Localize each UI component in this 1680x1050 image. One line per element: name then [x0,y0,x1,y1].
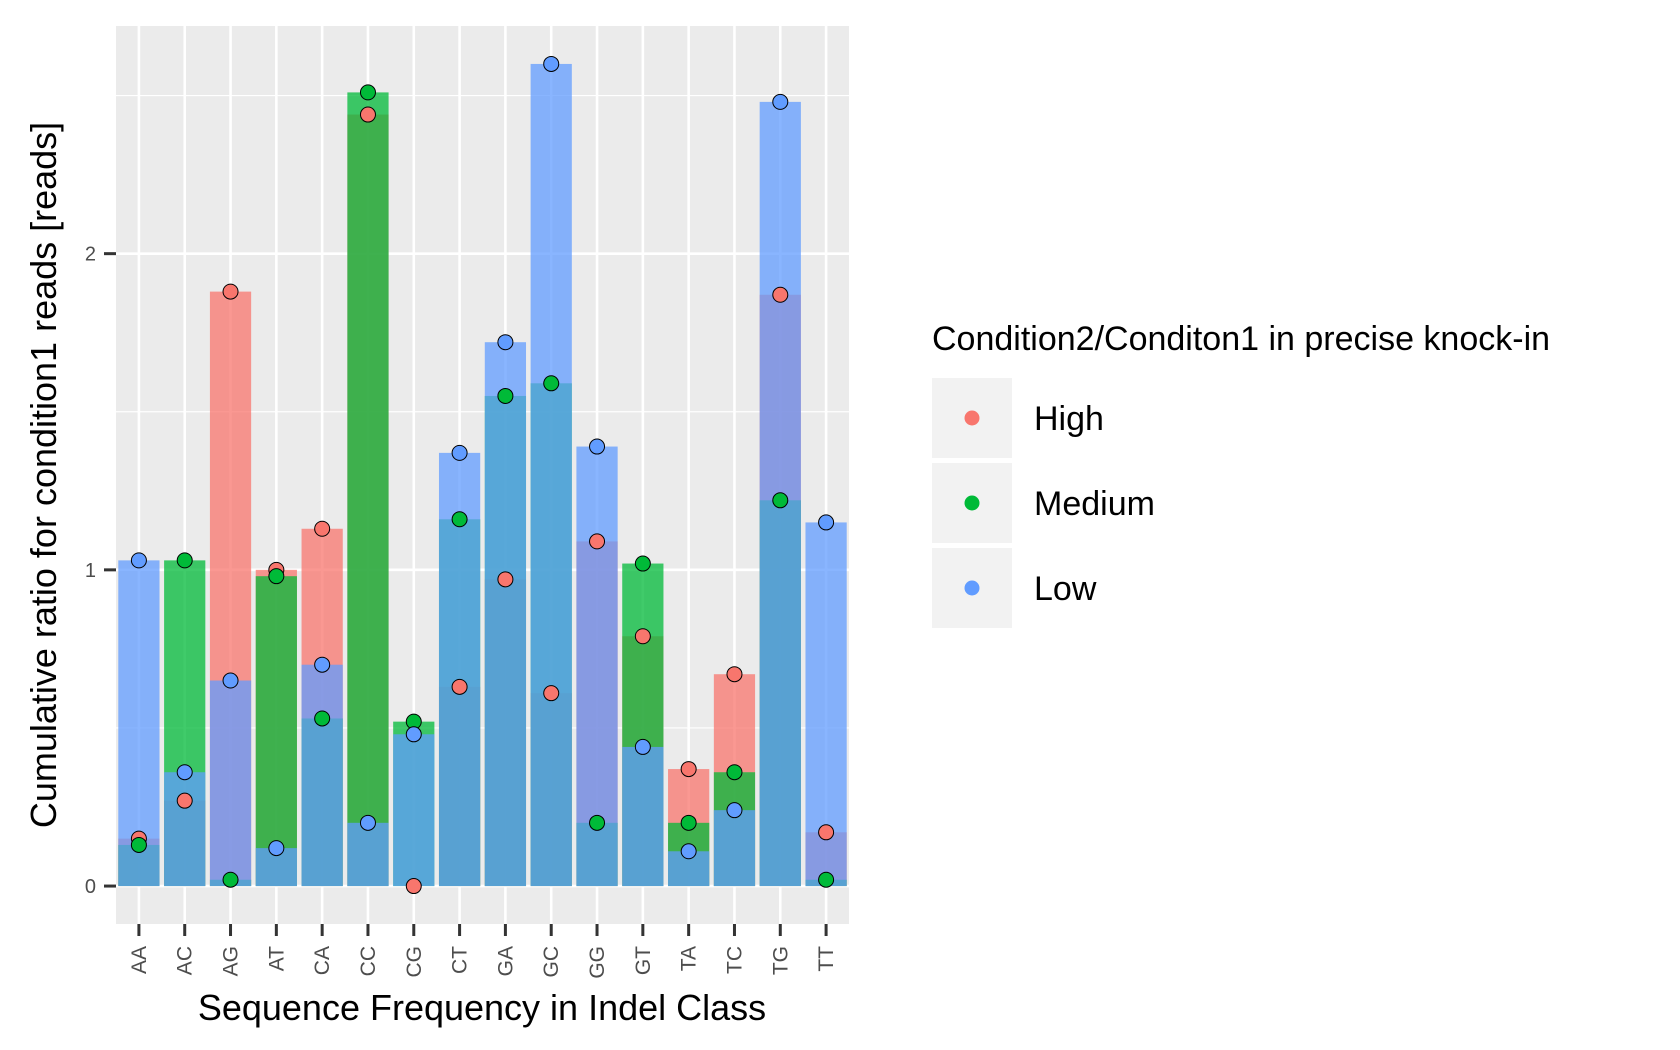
point-low [589,438,606,455]
point-medium [543,375,560,392]
bar-low [713,810,756,887]
point-medium [589,814,606,831]
point-high [222,283,239,300]
legend-keys: High Medium Low [932,378,1155,628]
point-medium [130,836,147,853]
point-high [680,761,697,778]
point-low [314,656,331,673]
bar-low [393,734,435,887]
legend: Condition2/Conditon1 in precise knock-in… [932,320,1550,628]
y-axis: 0 1 2 [85,244,116,898]
legend-dot-high [964,410,980,426]
x-tick-label: TC [723,946,746,974]
x-tick-label: CA [311,946,334,975]
point-high [176,792,193,809]
point-medium [772,492,789,509]
bar-low [209,680,252,887]
point-low [359,814,376,831]
bar-low [576,446,618,887]
x-tick-label: GA [494,946,517,976]
x-tick-label: AT [265,946,288,971]
point-medium [726,764,743,781]
bar-medium [347,92,389,887]
point-medium [497,387,514,404]
point-medium [680,814,697,831]
point-low [726,802,743,819]
legend-label-high: High [1034,400,1104,438]
x-axis-title: Sequence Frequency in Indel Class [198,987,766,1028]
point-medium [222,871,239,888]
point-medium [359,84,376,101]
x-tick-label: CG [403,946,426,978]
point-low [818,514,835,531]
point-high [726,666,743,683]
x-tick-label: AG [220,946,243,976]
legend-title: Condition2/Conditon1 in precise knock-in [932,320,1550,358]
point-low [497,334,514,351]
point-high [497,571,514,588]
points [130,55,835,895]
x-axis: AA AC AG AT CA CC CG CT GA GC GG GT TA TC TG TT [128,924,838,979]
x-tick-label: TT [815,946,838,972]
bar-low [301,664,343,887]
x-tick-label: GG [586,946,609,979]
bar-low [164,772,206,887]
x-tick-label: AC [174,946,197,975]
point-medium [634,555,651,572]
point-low [634,738,651,755]
y-axis-title: Cumulative ratio for condition1 reads [r… [23,122,64,828]
bar-low [622,746,664,887]
x-tick-label: GC [540,946,563,978]
point-high [405,878,422,895]
y-tick-label: 2 [85,244,96,266]
point-high [634,628,651,645]
bars [118,63,847,887]
point-low [268,840,285,857]
point-high [543,685,560,702]
x-tick-label: TG [769,946,792,975]
point-high [359,106,376,123]
point-low [451,444,468,461]
point-high [451,678,468,695]
legend-label-medium: Medium [1034,485,1155,523]
bar-medium [255,576,297,887]
point-high [314,520,331,537]
point-low [680,843,697,860]
y-tick-label: 0 [85,876,96,898]
point-high [772,286,789,303]
point-low [222,672,239,689]
bar-low [530,63,572,887]
legend-dot-low [964,580,980,596]
point-medium [314,710,331,727]
point-high [589,533,606,550]
point-low [543,55,560,72]
point-medium [268,568,285,585]
bar-low [347,822,389,887]
point-high [818,824,835,841]
bar-low [484,342,527,887]
legend-label-low: Low [1034,570,1097,608]
point-low [176,764,193,781]
point-low [130,552,147,569]
x-tick-label: CT [449,946,472,974]
y-tick-label: 1 [85,560,96,582]
point-low [405,726,422,743]
point-medium [818,871,835,888]
legend-dot-medium [964,495,980,511]
x-tick-label: TA [678,946,701,971]
point-medium [176,552,193,569]
x-tick-label: GT [632,946,655,975]
point-low [772,93,789,110]
x-tick-label: CC [357,946,380,976]
x-tick-label: AA [128,946,151,974]
point-medium [451,511,468,528]
